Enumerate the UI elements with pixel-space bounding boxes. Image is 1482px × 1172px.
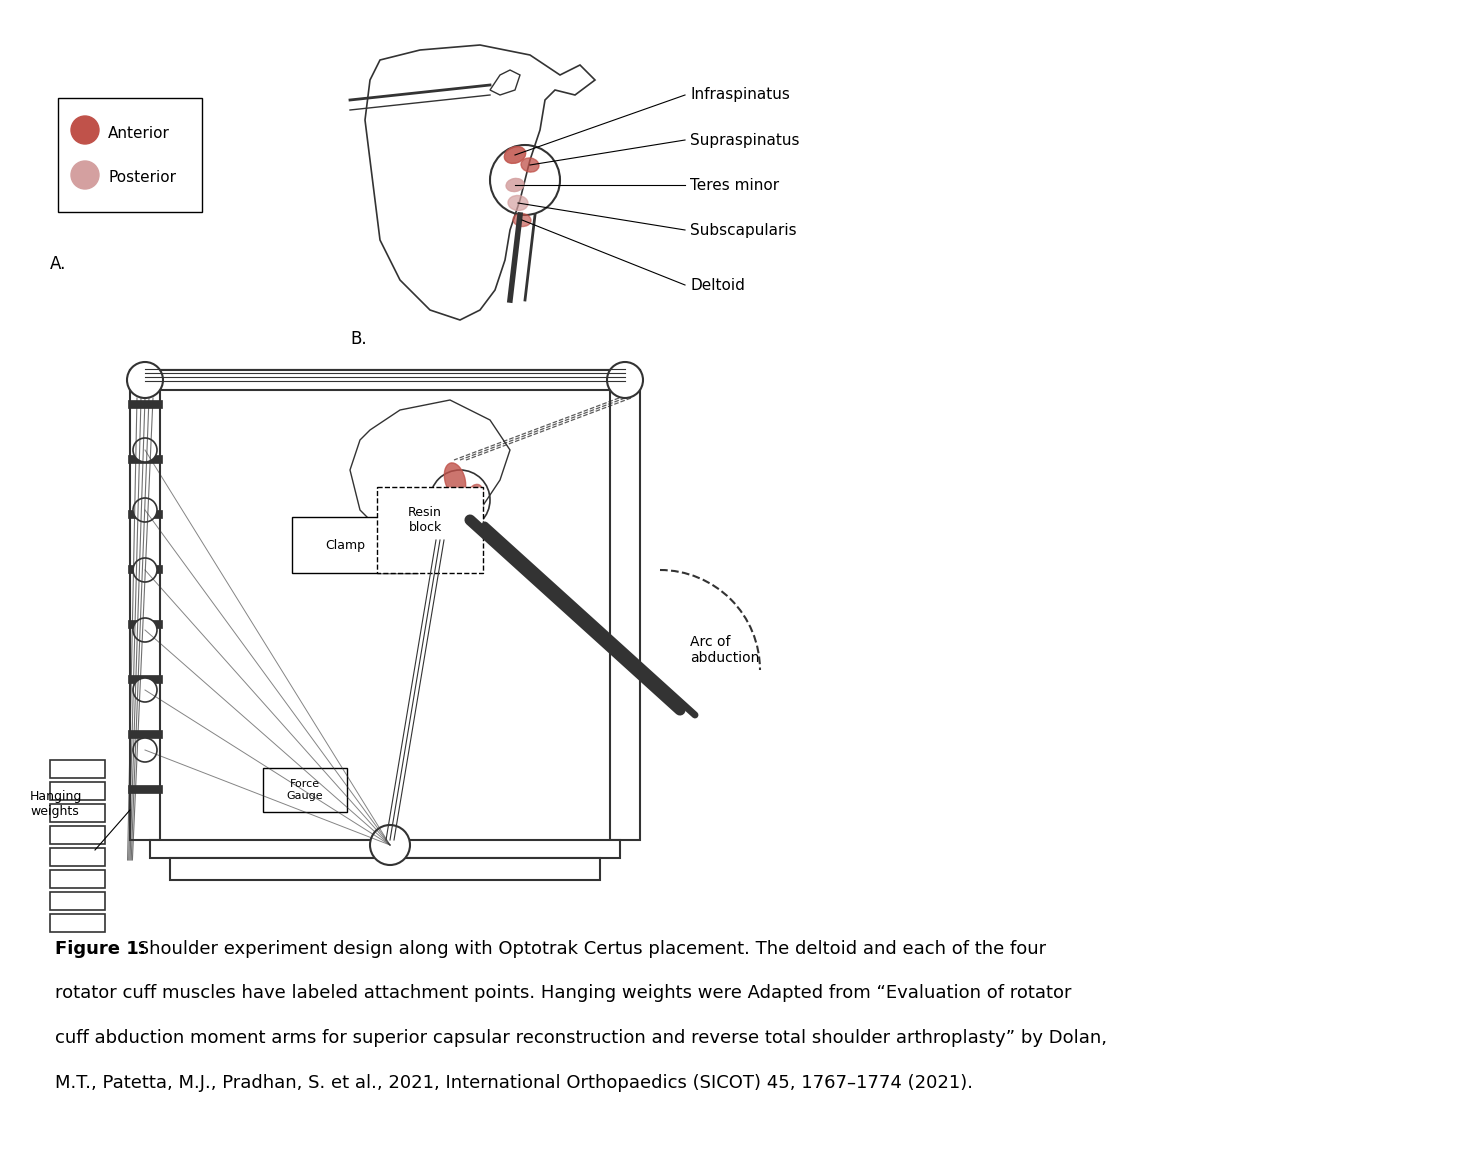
Bar <box>130 370 640 390</box>
Text: rotator cuff muscles have labeled attachment points. Hanging weights were Adapte: rotator cuff muscles have labeled attach… <box>55 984 1071 1002</box>
Circle shape <box>133 738 157 762</box>
Bar <box>50 849 105 866</box>
Text: cuff abduction moment arms for superior capsular reconstruction and reverse tota: cuff abduction moment arms for superior … <box>55 1029 1107 1047</box>
Text: B.: B. <box>350 331 366 348</box>
Text: A.: A. <box>50 255 67 273</box>
Text: Teres minor: Teres minor <box>691 177 780 192</box>
Text: Force
Gauge: Force Gauge <box>286 779 323 800</box>
Circle shape <box>133 558 157 582</box>
Text: Arc of
abduction: Arc of abduction <box>691 635 759 665</box>
Bar <box>127 730 162 738</box>
Text: Deltoid: Deltoid <box>691 278 745 293</box>
FancyBboxPatch shape <box>262 768 347 812</box>
Circle shape <box>133 498 157 522</box>
Bar <box>127 620 162 628</box>
Text: Resin
block: Resin block <box>408 506 442 534</box>
Ellipse shape <box>513 213 531 226</box>
Circle shape <box>133 438 157 462</box>
Bar <box>127 675 162 683</box>
Text: Clamp: Clamp <box>325 538 365 552</box>
Bar <box>50 914 105 932</box>
Text: Posterior: Posterior <box>108 170 176 185</box>
FancyBboxPatch shape <box>292 517 418 573</box>
Bar <box>50 804 105 822</box>
Text: Supraspinatus: Supraspinatus <box>691 132 799 148</box>
FancyBboxPatch shape <box>376 488 483 573</box>
Ellipse shape <box>508 196 528 211</box>
Ellipse shape <box>522 158 539 172</box>
Circle shape <box>71 116 99 144</box>
FancyBboxPatch shape <box>58 98 202 212</box>
Bar <box>127 510 162 518</box>
Bar <box>127 455 162 463</box>
Bar <box>130 370 160 840</box>
Text: Figure 1:: Figure 1: <box>55 940 145 958</box>
Bar <box>50 870 105 888</box>
Circle shape <box>608 362 643 398</box>
Circle shape <box>370 825 411 865</box>
Text: Infraspinatus: Infraspinatus <box>691 88 790 102</box>
Circle shape <box>133 677 157 702</box>
Bar <box>127 785 162 793</box>
Ellipse shape <box>443 495 458 515</box>
Circle shape <box>133 618 157 642</box>
Bar <box>127 565 162 573</box>
Bar <box>50 759 105 778</box>
Ellipse shape <box>467 484 483 505</box>
Ellipse shape <box>445 463 465 497</box>
Text: Anterior: Anterior <box>108 125 170 141</box>
Text: M.T., Patetta, M.J., Pradhan, S. et al., 2021, International Orthopaedics (SICOT: M.T., Patetta, M.J., Pradhan, S. et al.,… <box>55 1074 972 1091</box>
Bar <box>50 892 105 909</box>
Circle shape <box>71 161 99 189</box>
Text: Shoulder experiment design along with Optotrak Certus placement. The deltoid and: Shoulder experiment design along with Op… <box>132 940 1046 958</box>
Bar <box>170 858 600 880</box>
Bar <box>50 826 105 844</box>
Bar <box>611 370 640 840</box>
Ellipse shape <box>504 146 526 163</box>
Ellipse shape <box>505 178 525 191</box>
Bar <box>150 840 619 858</box>
Bar <box>127 400 162 408</box>
Text: Hanging
weights: Hanging weights <box>30 790 83 818</box>
Circle shape <box>127 362 163 398</box>
Bar <box>50 782 105 800</box>
Text: Subscapularis: Subscapularis <box>691 223 797 238</box>
